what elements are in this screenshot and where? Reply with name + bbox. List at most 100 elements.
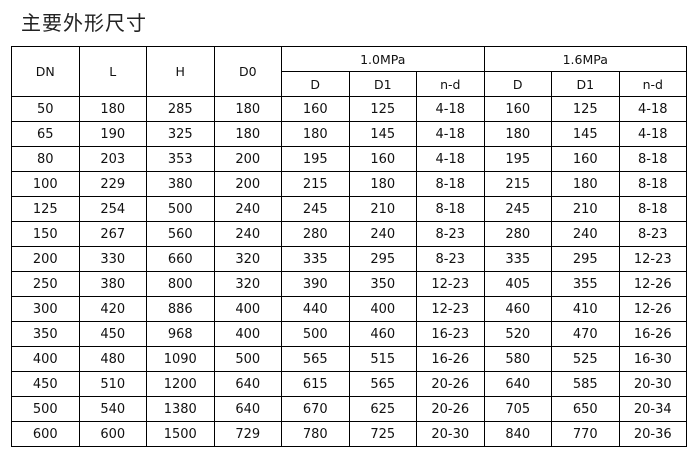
table-cell: 12-23 <box>416 296 485 322</box>
header-d0: D0 <box>213 46 282 97</box>
page-title: 主要外形尺寸 <box>21 11 147 35</box>
table-cell: 565 <box>281 346 350 372</box>
table-cell: 320 <box>213 246 282 272</box>
table-row: 125 254 500 240 245 210 8-18 245 210 8-18 <box>11 196 687 222</box>
table-cell: 400 <box>11 346 80 372</box>
table-cell: 12-23 <box>416 271 485 297</box>
table-cell: 410 <box>551 296 620 322</box>
table-cell: 510 <box>78 371 147 397</box>
table-cell: 80 <box>11 146 80 172</box>
table-cell: 280 <box>483 221 552 247</box>
table-cell: 400 <box>348 296 417 322</box>
table-cell: 195 <box>281 146 350 172</box>
table-cell: 145 <box>551 121 620 147</box>
table-cell: 16-30 <box>618 346 687 372</box>
table-cell: 380 <box>146 171 215 197</box>
table-cell: 1500 <box>146 421 215 447</box>
table-cell: 180 <box>213 96 282 122</box>
table-cell: 16-26 <box>416 346 485 372</box>
table-cell: 4-18 <box>416 146 485 172</box>
table-cell: 215 <box>281 171 350 197</box>
table-cell: 65 <box>11 121 80 147</box>
header-d: D <box>281 71 350 97</box>
table-cell: 20-30 <box>618 371 687 397</box>
table-cell: 640 <box>483 371 552 397</box>
table-cell: 210 <box>551 196 620 222</box>
table-cell: 515 <box>348 346 417 372</box>
table-cell: 240 <box>213 221 282 247</box>
table-cell: 1090 <box>146 346 215 372</box>
table-cell: 240 <box>213 196 282 222</box>
header-h: H <box>146 46 215 97</box>
table-cell: 780 <box>281 421 350 447</box>
table-cell: 353 <box>146 146 215 172</box>
table-row: 200 330 660 320 335 295 8-23 335 295 12-23 <box>11 246 687 272</box>
table-cell: 180 <box>78 96 147 122</box>
table-row: 450 510 1200 640 615 565 20-26 640 585 20-30 <box>11 371 687 397</box>
table-cell: 160 <box>483 96 552 122</box>
table-cell: 770 <box>551 421 620 447</box>
table-cell: 580 <box>483 346 552 372</box>
table-cell: 840 <box>483 421 552 447</box>
table-cell: 600 <box>11 421 80 447</box>
table-cell: 660 <box>146 246 215 272</box>
table-cell: 125 <box>551 96 620 122</box>
table-cell: 240 <box>551 221 620 247</box>
header-n-d: n-d <box>416 71 485 97</box>
table-cell: 625 <box>348 396 417 422</box>
table-cell: 8-18 <box>618 146 687 172</box>
table-cell: 600 <box>78 421 147 447</box>
table-cell: 450 <box>78 321 147 347</box>
table-cell: 245 <box>281 196 350 222</box>
table-cell: 325 <box>146 121 215 147</box>
table-cell: 254 <box>78 196 147 222</box>
table-row: 50 180 285 180 160 125 4-18 160 125 4-18 <box>11 96 687 122</box>
table-cell: 12-23 <box>618 246 687 272</box>
header-dn: DN <box>11 46 80 97</box>
table-cell: 8-18 <box>416 196 485 222</box>
dimensions-table: DN L H D0 1.0MPa 1.6MPa D D1 n-d D D1 n-… <box>11 46 687 447</box>
table-row: 300 420 886 400 440 400 12-23 460 410 12-26 <box>11 296 687 322</box>
table-cell: 500 <box>146 196 215 222</box>
table-cell: 12-26 <box>618 271 687 297</box>
table-cell: 800 <box>146 271 215 297</box>
table-cell: 200 <box>11 246 80 272</box>
table-row: 400 480 1090 500 565 515 16-26 580 525 16-30 <box>11 346 687 372</box>
header-group-1-6mpa: 1.6MPa <box>483 46 687 72</box>
table-cell: 670 <box>281 396 350 422</box>
table-cell: 8-18 <box>618 196 687 222</box>
table-row: 350 450 968 400 500 460 16-23 520 470 16-26 <box>11 321 687 347</box>
table-cell: 335 <box>483 246 552 272</box>
table-cell: 500 <box>281 321 350 347</box>
header-d1: D1 <box>348 71 417 97</box>
table-cell: 180 <box>213 121 282 147</box>
table-cell: 540 <box>78 396 147 422</box>
table-cell: 500 <box>213 346 282 372</box>
table-row: 600 600 1500 729 780 725 20-30 840 770 20-36 <box>11 421 687 447</box>
table-cell: 180 <box>551 171 620 197</box>
table-cell: 280 <box>281 221 350 247</box>
table-cell: 229 <box>78 171 147 197</box>
table-cell: 400 <box>213 296 282 322</box>
table-cell: 480 <box>78 346 147 372</box>
table-row: 65 190 325 180 180 145 4-18 180 145 4-18 <box>11 121 687 147</box>
header-group-1-0mpa: 1.0MPa <box>281 46 485 72</box>
table-cell: 8-18 <box>618 171 687 197</box>
table-cell: 886 <box>146 296 215 322</box>
table-row: 100 229 380 200 215 180 8-18 215 180 8-18 <box>11 171 687 197</box>
table-cell: 380 <box>78 271 147 297</box>
table-cell: 1380 <box>146 396 215 422</box>
table-cell: 250 <box>11 271 80 297</box>
table-cell: 8-18 <box>416 171 485 197</box>
table-cell: 355 <box>551 271 620 297</box>
table-cell: 20-26 <box>416 396 485 422</box>
table-cell: 350 <box>11 321 80 347</box>
table-cell: 8-23 <box>416 221 485 247</box>
table-cell: 705 <box>483 396 552 422</box>
table-cell: 500 <box>11 396 80 422</box>
table-cell: 200 <box>213 146 282 172</box>
table-cell: 50 <box>11 96 80 122</box>
table-cell: 1200 <box>146 371 215 397</box>
header-d: D <box>483 71 552 97</box>
table-cell: 16-23 <box>416 321 485 347</box>
